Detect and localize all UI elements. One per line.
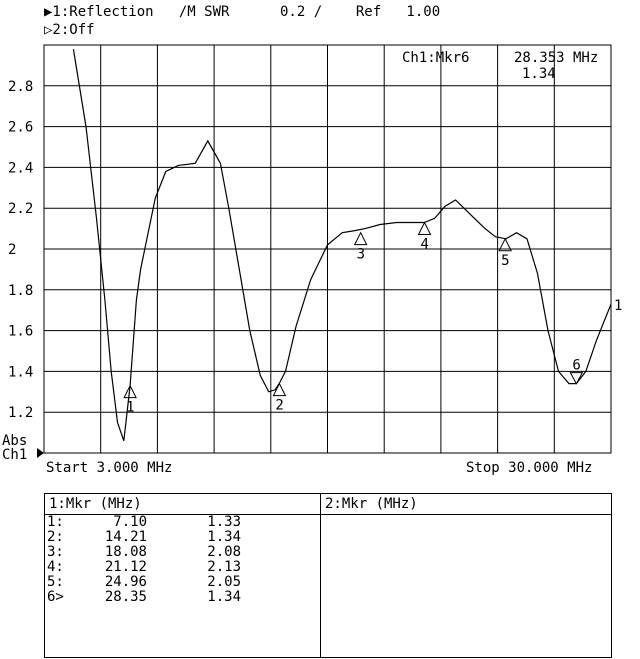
marker-triangle-icon bbox=[272, 382, 287, 397]
active-marker-value: 1.34 bbox=[522, 66, 556, 82]
marker-value: 2.13 bbox=[207, 559, 241, 575]
marker-frequency: 14.21 bbox=[104, 529, 147, 545]
marker-label: 4 bbox=[421, 236, 429, 252]
marker-value: 2.05 bbox=[207, 574, 241, 590]
swr-chart: 1.2 1.4 1.6 1.8 2 2.2 2.4 2.6 2.8 1 2 3 4 5 6 bbox=[8, 44, 612, 458]
y-tick-label: 1.6 bbox=[8, 324, 33, 340]
y-tick-label: 2.8 bbox=[8, 79, 33, 95]
marker-label: 5 bbox=[501, 253, 509, 269]
marker-label: 1 bbox=[126, 400, 134, 416]
y-tick-label: 1.2 bbox=[8, 405, 33, 421]
marker-triangle-icon bbox=[353, 231, 368, 246]
marker-triangle-icon bbox=[123, 384, 137, 399]
trace2-setting-line: ▷2:Off bbox=[44, 22, 95, 38]
stop-frequency: Stop 30.000 MHz bbox=[466, 460, 593, 476]
marker-id: 2: bbox=[47, 529, 64, 545]
abs-format-label: Abs bbox=[2, 433, 28, 449]
marker-triangle-icon bbox=[569, 372, 584, 385]
reference-arrow-icon bbox=[37, 448, 44, 458]
active-marker-label: Ch1:Mkr6 bbox=[402, 50, 470, 66]
marker-id: 1: bbox=[47, 514, 64, 530]
trace-label: 1 bbox=[614, 298, 623, 314]
marker-value: 1.33 bbox=[207, 514, 241, 530]
y-tick-label: 2 bbox=[8, 242, 16, 258]
marker-table-ch2: 2:Mkr (MHz) bbox=[320, 493, 612, 658]
marker-label: 6 bbox=[572, 358, 580, 374]
marker-id: 3: bbox=[47, 544, 64, 560]
y-tick-label: 1.4 bbox=[8, 364, 33, 380]
marker-value: 1.34 bbox=[207, 589, 241, 605]
swr-trace-line bbox=[72, 49, 612, 441]
trace1-setting-line: ▶1:Reflection /M SWR 0.2 / Ref 1.00 bbox=[44, 4, 441, 20]
marker-frequency: 21.12 bbox=[104, 559, 147, 575]
marker-table-ch1: 1:Mkr (MHz) 1: 7.10 1.33 2: 14.21 1.34 3: 18.08… bbox=[44, 493, 321, 658]
marker-id: 5: bbox=[47, 574, 64, 590]
marker-triangle-icon bbox=[498, 237, 512, 252]
marker-table-ch2-title: 2:Mkr (MHz) bbox=[325, 496, 418, 512]
y-tick-label: 2.6 bbox=[8, 120, 33, 136]
marker-label: 2 bbox=[275, 398, 283, 414]
marker-triangle-icon bbox=[417, 221, 432, 235]
marker-frequency: 24.96 bbox=[104, 574, 147, 590]
active-marker-frequency: 28.353 MHz bbox=[514, 50, 599, 66]
marker-id: 6> bbox=[47, 589, 64, 605]
start-frequency: Start 3.000 MHz bbox=[46, 460, 173, 476]
y-tick-label: 2.4 bbox=[8, 160, 33, 176]
marker-table-ch2-header: 2:Mkr (MHz) bbox=[321, 494, 611, 515]
marker-table-ch1-header: 1:Mkr (MHz) bbox=[45, 494, 320, 515]
y-tick-label: 2.2 bbox=[8, 201, 33, 217]
marker-frequency: 28.35 bbox=[104, 589, 147, 605]
marker-value: 2.08 bbox=[207, 544, 241, 560]
marker-frequency: 7.10 bbox=[113, 514, 147, 530]
marker-value: 1.34 bbox=[207, 529, 241, 545]
y-tick-label: 1.8 bbox=[8, 283, 33, 299]
marker-frequency: 18.08 bbox=[104, 544, 147, 560]
marker-label: 3 bbox=[357, 247, 365, 263]
marker-id: 4: bbox=[47, 559, 64, 575]
marker-table-ch1-title: 1:Mkr (MHz) bbox=[49, 496, 142, 512]
channel-label: Ch1 bbox=[2, 447, 28, 463]
